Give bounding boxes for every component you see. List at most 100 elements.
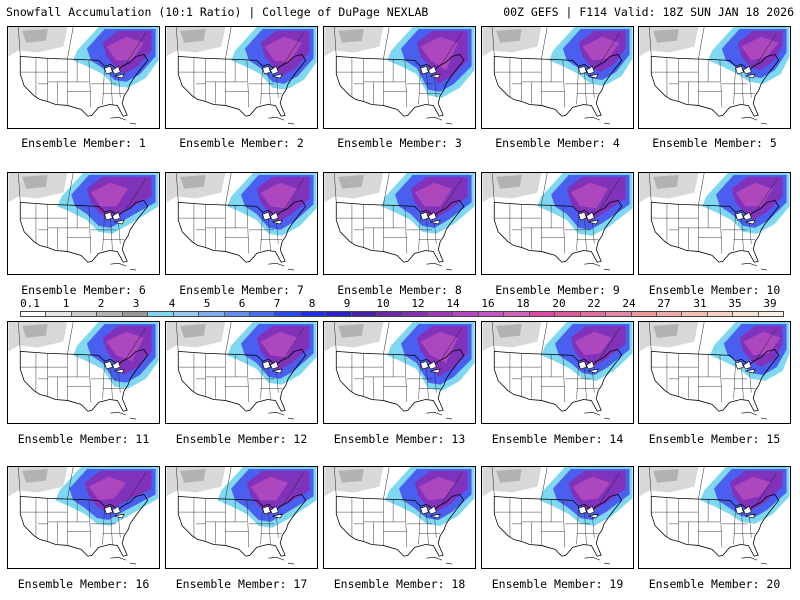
us-outline xyxy=(177,494,307,557)
ensemble-member-label: Ensemble Member: 5 xyxy=(652,136,777,150)
light-snow-area xyxy=(324,467,384,497)
ensemble-member-label: Ensemble Member: 8 xyxy=(337,283,462,297)
province-border xyxy=(123,472,146,507)
colorbar-tick-label: 27 xyxy=(657,297,671,310)
ensemble-member-label: Ensemble Member: 19 xyxy=(491,577,624,591)
colorbar-tick-label: 39 xyxy=(763,297,777,310)
snowfall-map xyxy=(166,322,317,420)
light-snow-area xyxy=(639,173,699,203)
state-border xyxy=(268,510,271,545)
great-lakes xyxy=(578,360,599,374)
state-border xyxy=(404,205,408,254)
province-border xyxy=(334,467,337,497)
light-snow-area xyxy=(166,173,226,203)
ensemble-member-label: Ensemble Member: 17 xyxy=(175,577,308,591)
colorbar-tick-label: 9 xyxy=(343,297,351,310)
province-border xyxy=(597,178,620,213)
ensemble-map-11 xyxy=(7,321,160,424)
snow-band-max xyxy=(570,182,608,209)
state-border xyxy=(88,59,92,108)
colorbar-swatch xyxy=(707,312,734,316)
state-border xyxy=(584,70,587,105)
snow-band-max xyxy=(743,331,781,356)
caribbean-islands xyxy=(110,262,137,271)
state-border xyxy=(719,499,723,548)
province-border xyxy=(698,322,705,355)
us-outline xyxy=(177,349,307,412)
caribbean-islands xyxy=(584,116,611,125)
colorbar-swatch xyxy=(733,312,759,316)
great-lakes xyxy=(262,65,283,79)
province-border xyxy=(492,27,495,57)
state-border xyxy=(749,369,752,393)
state-border xyxy=(102,506,105,545)
ensemble-map-4 xyxy=(481,26,634,129)
state-border xyxy=(719,205,723,254)
state-border xyxy=(434,369,437,393)
colorbar-swatch xyxy=(173,312,200,316)
ensemble-map-14 xyxy=(481,321,634,424)
great-lakes xyxy=(735,65,756,79)
province-border xyxy=(698,173,705,206)
state-border xyxy=(276,220,279,244)
ensemble-member-label: Ensemble Member: 16 xyxy=(17,577,150,591)
light-snow-area xyxy=(338,468,364,483)
province-border xyxy=(225,322,232,355)
province-border xyxy=(176,173,179,203)
state-border xyxy=(276,369,279,393)
state-border xyxy=(741,216,744,251)
state-border xyxy=(102,361,105,400)
ensemble-map-6 xyxy=(7,172,160,275)
snowfall-map xyxy=(166,27,317,125)
province-border xyxy=(67,322,74,355)
state-border xyxy=(733,66,736,105)
great-lakes xyxy=(735,360,756,374)
state-border xyxy=(260,212,263,251)
province-border xyxy=(439,472,462,507)
light-snow-area xyxy=(482,27,542,57)
light-snow-area xyxy=(338,174,364,189)
great-lakes xyxy=(735,211,756,225)
us-outline xyxy=(493,349,623,412)
us-outline xyxy=(493,200,623,263)
snow-band-max xyxy=(90,182,129,207)
caribbean-islands xyxy=(426,116,453,125)
province-border xyxy=(281,327,304,362)
snow-band-max xyxy=(106,36,144,61)
light-snow-area xyxy=(22,468,48,483)
state-border xyxy=(562,205,566,254)
province-border xyxy=(281,32,304,67)
state-border xyxy=(260,361,263,400)
snowfall-map xyxy=(166,467,317,565)
colorbar-swatch xyxy=(529,312,556,316)
ensemble-member-label: Ensemble Member: 13 xyxy=(333,432,466,446)
state-border xyxy=(118,369,121,393)
colorbar-swatch xyxy=(656,312,683,316)
snowfall-map xyxy=(8,173,159,271)
state-border xyxy=(110,216,113,251)
state-border xyxy=(276,74,279,98)
colorbar-swatch xyxy=(351,312,378,316)
light-snow-area xyxy=(324,322,384,352)
province-border xyxy=(123,32,146,67)
state-border xyxy=(584,216,587,251)
ensemble-member-label: Ensemble Member: 10 xyxy=(648,283,781,297)
map-title: Snowfall Accumulation (10:1 Ratio) | Col… xyxy=(6,5,429,19)
snowfall-map xyxy=(639,467,790,565)
province-border xyxy=(597,327,620,362)
state-border xyxy=(733,212,736,251)
state-border xyxy=(733,361,736,400)
light-snow-area xyxy=(22,323,48,338)
snow-band-max xyxy=(741,36,779,61)
caribbean-islands xyxy=(110,116,137,125)
snow-band-max xyxy=(572,476,610,501)
state-border xyxy=(110,365,113,400)
great-lakes xyxy=(578,505,599,519)
state-border xyxy=(562,499,566,548)
light-snow-area xyxy=(653,174,679,189)
state-border xyxy=(88,205,92,254)
ensemble-map-7 xyxy=(165,172,318,275)
colorbar-tick-label: 6 xyxy=(238,297,246,310)
great-lakes xyxy=(420,360,441,374)
state-border xyxy=(110,510,113,545)
